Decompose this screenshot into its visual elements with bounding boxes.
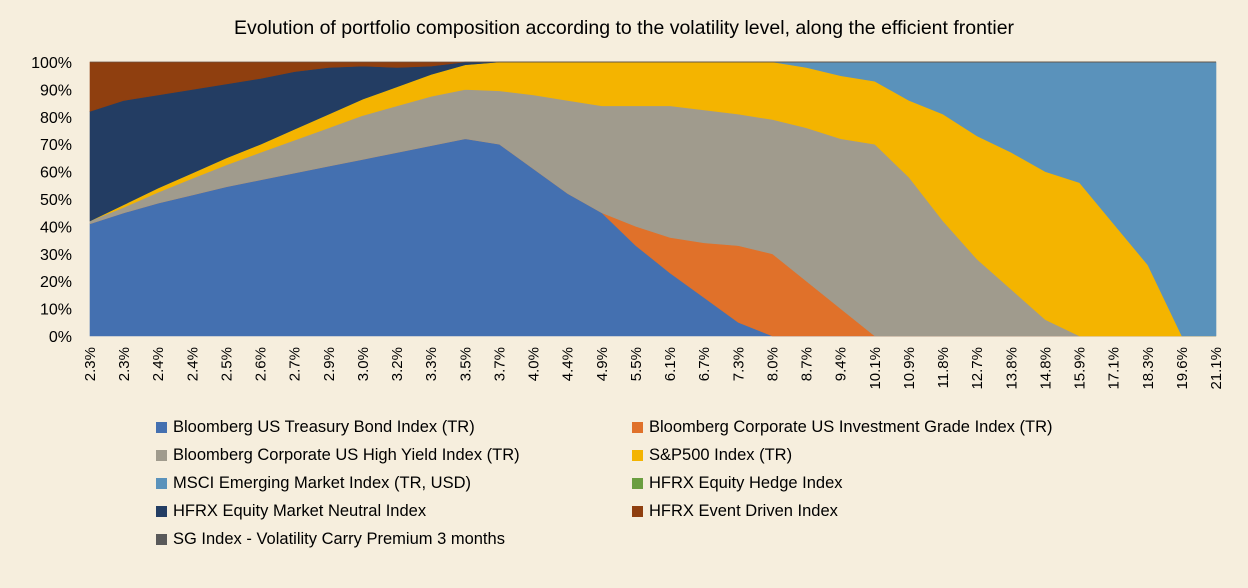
legend-swatch [632,421,643,433]
legend-item-0: Bloomberg US Treasury Bond Index (TR) [156,416,632,438]
y-tick-label: 80% [40,110,72,127]
y-tick-label: 0% [49,329,72,346]
x-tick-label: 10.9% [901,347,918,390]
x-tick-label: 2.3% [116,347,133,381]
x-tick-label: 12.7% [969,347,986,390]
x-tick-label: 2.3% [82,347,99,381]
legend: Bloomberg US Treasury Bond Index (TR) Blo… [156,416,1156,550]
legend-swatch [156,505,167,517]
y-tick-label: 20% [40,274,72,291]
x-tick-label: 2.4% [150,347,167,381]
y-tick-label: 50% [40,192,72,209]
x-tick-label: 13.8% [1003,347,1020,390]
y-tick-label: 70% [40,137,72,154]
legend-swatch [632,505,643,517]
x-tick-label: 3.2% [389,347,406,381]
y-tick-label: 90% [40,82,72,99]
x-tick-label: 17.1% [1106,347,1123,390]
y-tick-label: 30% [40,247,72,264]
x-tick-label: 3.7% [491,347,508,381]
legend-swatch [632,477,643,489]
x-tick-label: 2.7% [287,347,304,381]
x-tick-label: 8.7% [799,347,816,381]
y-tick-label: 10% [40,302,72,319]
x-tick-label: 2.9% [321,347,338,381]
x-tick-label: 6.1% [662,347,679,381]
legend-label: S&P500 Index (TR) [649,445,793,464]
x-tick-label: 2.6% [253,347,270,381]
x-tick-label: 10.1% [867,347,884,390]
legend-label: SG Index - Volatility Carry Premium 3 mo… [173,529,505,548]
y-tick-label: 100% [31,55,72,72]
legend-label: Bloomberg Corporate US High Yield Index … [173,445,520,464]
x-tick-label: 2.5% [218,347,235,381]
legend-swatch [156,477,167,489]
x-tick-label: 14.8% [1037,347,1054,390]
chart-title: Evolution of portfolio composition accor… [234,17,1015,39]
legend-item-7: HFRX Event Driven Index [632,500,1108,522]
legend-swatch [156,449,167,461]
legend-item-2: Bloomberg Corporate US High Yield Index … [156,444,632,466]
legend-swatch [632,449,643,461]
legend-item-8: SG Index - Volatility Carry Premium 3 mo… [156,528,632,550]
x-tick-label: 2.4% [184,347,201,381]
x-tick-label: 11.8% [935,347,952,388]
legend-item-5: HFRX Equity Hedge Index [632,472,1108,494]
legend-label: HFRX Equity Hedge Index [649,473,843,492]
x-tick-label: 4.0% [526,347,543,381]
legend-item-1: Bloomberg Corporate US Investment Grade … [632,416,1108,438]
x-tick-label: 4.9% [594,347,611,381]
y-tick-label: 40% [40,219,72,236]
legend-label: HFRX Event Driven Index [649,501,838,520]
x-tick-label: 3.0% [355,347,372,381]
x-tick-label: 8.0% [764,347,781,381]
legend-item-3: S&P500 Index (TR) [632,444,1108,466]
y-axis-ticks: 0% 10% 20% 30% 40% 50% 60% 70% 80% 90% 100% [31,55,72,346]
chart-svg: Evolution of portfolio composition accor… [31,17,1225,390]
legend-item-4: MSCI Emerging Market Index (TR, USD) [156,472,632,494]
x-tick-label: 7.3% [730,347,747,381]
x-tick-label: 9.4% [833,347,850,381]
x-tick-label: 4.4% [560,347,577,381]
x-tick-label: 3.3% [423,347,440,381]
legend-item-6: HFRX Equity Market Neutral Index [156,500,632,522]
x-tick-label: 21.1% [1208,347,1225,390]
y-tick-label: 60% [40,165,72,182]
legend-swatch [156,421,167,433]
x-tick-label: 19.6% [1174,347,1191,390]
x-tick-label: 15.9% [1072,347,1089,390]
area-layers [89,61,1217,337]
legend-label: HFRX Equity Market Neutral Index [173,501,427,520]
x-axis-ticks: 2.3% 2.3% 2.4% 2.4% 2.5% 2.6% 2.7% 2.9% 3.0% 3.2%… [82,347,1225,390]
x-tick-label: 5.5% [628,347,645,381]
legend-swatch [156,533,167,545]
x-tick-label: 18.3% [1140,347,1157,390]
legend-label: Bloomberg US Treasury Bond Index (TR) [173,417,475,436]
x-tick-label: 6.7% [696,347,713,381]
legend-label: Bloomberg Corporate US Investment Grade … [649,417,1053,436]
legend-label: MSCI Emerging Market Index (TR, USD) [173,473,471,492]
x-tick-label: 3.5% [457,347,474,381]
